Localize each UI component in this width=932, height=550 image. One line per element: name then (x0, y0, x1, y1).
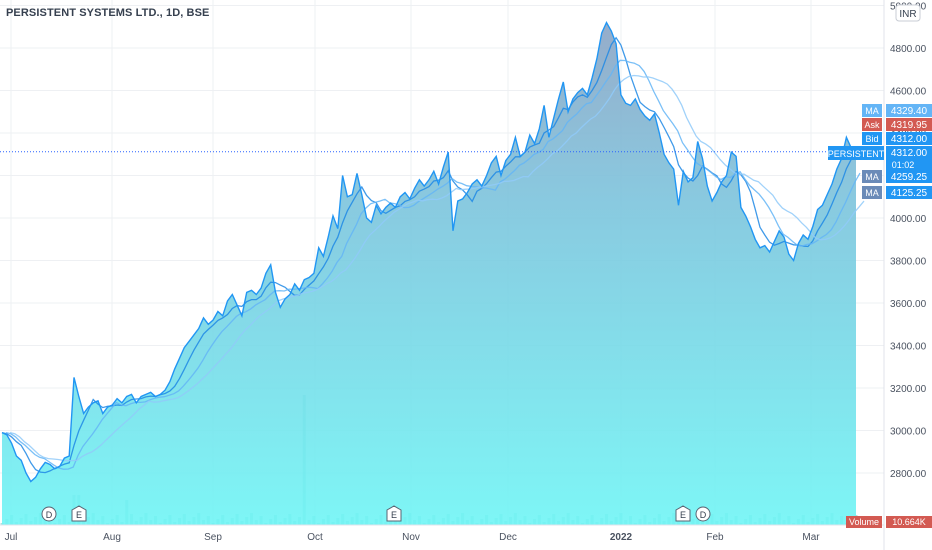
currency-badge[interactable] (895, 4, 921, 22)
volume-value-box (886, 516, 932, 528)
moving-average-line (1, 36, 857, 474)
x-tick-label: Dec (499, 532, 517, 543)
ma-value-box (886, 170, 932, 183)
x-tick-label: Jul (5, 532, 18, 543)
current-price-value: 4312.00 (891, 148, 928, 159)
price-line (1, 20, 857, 483)
x-tick-label: Sep (204, 532, 222, 543)
y-tick-label: 3400.00 (890, 342, 927, 353)
dividend-marker[interactable] (41, 506, 57, 522)
earnings-marker[interactable] (386, 505, 402, 522)
quote-tag-label: Ask (864, 120, 880, 130)
quote-tag-bid (862, 132, 882, 145)
event-marker-label: E (76, 510, 82, 520)
ma-value-box (886, 186, 932, 199)
volume-value: 10.664K (892, 517, 926, 527)
event-marker-label: D (700, 510, 707, 520)
event-marker-label: D (46, 510, 53, 520)
quote-value-box (886, 132, 932, 145)
symbol-title[interactable]: PERSISTENT SYSTEMS LTD., 1D, BSE (6, 7, 210, 19)
quote-value-box (886, 104, 932, 117)
quote-value: 4312.00 (891, 134, 928, 145)
x-tick-label: Oct (307, 532, 323, 543)
y-tick-label: 4800.00 (890, 44, 927, 55)
ma-tag (862, 170, 882, 183)
x-tick-label: 2022 (610, 532, 633, 543)
dividend-marker[interactable] (695, 506, 711, 522)
symbol-price-tag-label: PERSISTENT (828, 149, 885, 159)
volume-tag-label: Volume (849, 517, 879, 527)
event-marker-label: E (391, 510, 397, 520)
volume-tag (846, 516, 882, 528)
y-tick-label: 4000.00 (890, 214, 927, 225)
quote-tag-label: Bid (865, 134, 878, 144)
ma-tag (862, 186, 882, 199)
ma-value: 4125.25 (891, 188, 928, 199)
y-tick-label: 3000.00 (890, 427, 927, 438)
countdown-timer: 01:02 (892, 160, 915, 170)
event-marker-label: E (680, 510, 686, 520)
price-area-fill (2, 22, 856, 525)
x-tick-label: Feb (706, 532, 724, 543)
symbol-price-tag[interactable] (828, 146, 884, 160)
quote-tag-ma (862, 104, 882, 117)
moving-average-line (9, 74, 865, 462)
quote-value-box (886, 118, 932, 131)
y-tick-label: 3600.00 (890, 299, 927, 310)
moving-average-line (5, 59, 861, 470)
currency-badge-label: INR (899, 9, 916, 20)
quote-tag-ask (862, 118, 882, 131)
x-tick-label: Aug (103, 532, 121, 543)
earnings-marker[interactable] (71, 505, 87, 522)
y-tick-label: 4600.00 (890, 87, 927, 98)
ma-tag-label: MA (865, 172, 879, 182)
current-price-box (886, 146, 932, 170)
ma-value: 4259.25 (891, 172, 928, 183)
quote-tag-label: MA (865, 106, 879, 116)
quote-value: 4319.95 (891, 120, 928, 131)
y-tick-label: 3200.00 (890, 384, 927, 395)
y-tick-label: 3800.00 (890, 257, 927, 268)
ma-tag-label: MA (865, 188, 879, 198)
x-tick-label: Mar (802, 532, 820, 543)
x-tick-label: Nov (402, 532, 420, 543)
y-tick-label: 2800.00 (890, 469, 927, 480)
quote-value: 4329.40 (891, 106, 928, 117)
earnings-marker[interactable] (675, 505, 691, 522)
